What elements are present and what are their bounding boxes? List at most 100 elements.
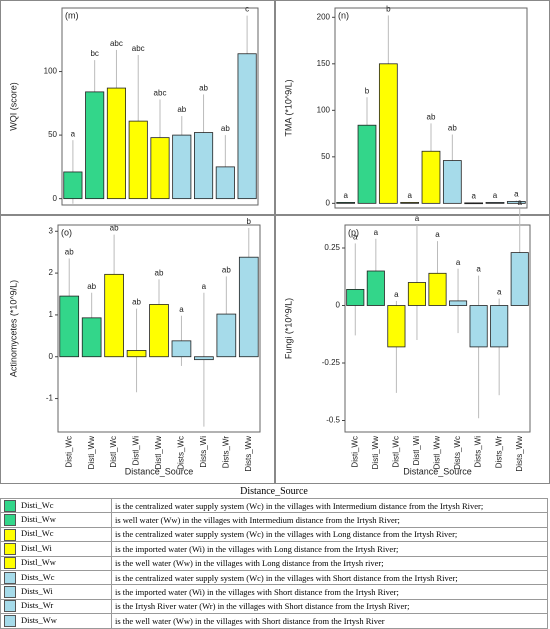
legend-name: Distl_Wc (21, 528, 54, 539)
plot-area (61, 7, 259, 206)
bar (421, 150, 441, 204)
y-tick-label: 0 (326, 198, 331, 207)
legend-key: Dists_Ww (0, 613, 112, 629)
significance-letter: a (374, 228, 379, 237)
legend-key: Dists_Wr (0, 598, 112, 615)
significance-letter: a (353, 233, 358, 242)
legend-name: Disti_Ww (21, 514, 56, 525)
panel-label: (m) (65, 10, 79, 20)
plot-area (344, 224, 531, 433)
legend-row: Dists_Wc is the centralized water supply … (0, 569, 548, 586)
legend-swatch (4, 557, 16, 570)
bar (400, 202, 420, 204)
bar (336, 202, 356, 204)
y-tick-label: -1 (46, 394, 54, 403)
y-axis-title: Actinomycetes (*10^9/L) (8, 280, 18, 377)
x-tick-label: Distl_Wc (109, 436, 118, 468)
legend-title: Distance_Source (240, 485, 308, 497)
bar (238, 256, 259, 358)
significance-letter: a (497, 288, 502, 297)
significance-letter: ab (155, 268, 164, 277)
legend-key: Distl_Wi (0, 541, 112, 557)
x-tick-label: Disti_Wc (350, 436, 359, 468)
x-tick-label: Dists_Ww (515, 436, 524, 472)
bar (490, 305, 509, 348)
bar (366, 270, 385, 306)
y-tick-label: 50 (321, 152, 330, 161)
legend-table: Distance_Source Disti_Wc is the centralize… (0, 484, 548, 629)
legend-key: Dists_Wi (0, 584, 112, 600)
x-tick-label: Distl_Wi (132, 436, 141, 466)
x-tick-label: Distl_Wc (391, 436, 400, 468)
y-tick-label: -0.25 (322, 358, 341, 367)
legend-row: Distl_Ww is the well water (Ww) in the vi… (0, 555, 548, 571)
legend-description: is the imported water (Wi) in the villag… (111, 541, 548, 557)
significance-letter: a (343, 191, 348, 200)
legend-description: is the centralized water supply system (… (111, 526, 548, 543)
legend-row: Disti_Wc is the centralized water supply … (0, 497, 548, 514)
bar (485, 202, 505, 204)
legend-swatch (4, 499, 16, 512)
x-tick-label: Dists_Wc (453, 436, 462, 470)
panel-frame (0, 0, 275, 215)
legend-key: Disti_Ww (0, 512, 112, 528)
legend-row: Dists_Wi is the imported water (Wi) in th… (0, 584, 548, 600)
significance-letter: ab (132, 298, 141, 307)
x-tick-label: Disti_Ww (87, 436, 96, 470)
significance-letter: ab (448, 124, 457, 133)
legend-key: Distl_Wc (0, 526, 112, 543)
y-axis-title: WQI (score) (8, 82, 18, 131)
significance-letter: ab (65, 248, 74, 257)
y-axis-title: Fungi (*10^9/L) (283, 298, 293, 359)
significance-letter: a (517, 198, 522, 207)
bar (442, 160, 462, 204)
legend-name: Disti_Wc (21, 499, 54, 510)
x-tick-label: Dists_Wi (474, 436, 483, 468)
significance-letter: b (247, 217, 252, 226)
legend-swatch (4, 571, 16, 584)
legend-description: is well water (Ww) in the villages with … (111, 512, 548, 528)
significance-letter: ab (110, 224, 119, 233)
bar (106, 87, 126, 200)
significance-letter: a (407, 191, 412, 200)
legend-description: is the centralized water supply system (… (111, 569, 548, 586)
x-tick-label: Dists_Ww (244, 436, 253, 472)
legend-name: Distl_Ww (21, 557, 56, 568)
significance-letter: abc (110, 39, 123, 48)
significance-letter: a (476, 265, 481, 274)
x-tick-label: Disti_Ww (371, 436, 380, 470)
bar (387, 305, 406, 348)
legend-key: Dists_Wc (0, 569, 112, 586)
bar (357, 124, 377, 204)
legend-name: Dists_Wc (21, 571, 55, 582)
significance-letter: ab (427, 112, 436, 121)
y-tick-label: 100 (317, 105, 331, 114)
x-tick-label: Dists_Wr (221, 436, 230, 469)
panel-frame (0, 215, 275, 484)
bar (128, 120, 148, 200)
bar (150, 137, 170, 200)
significance-letter: ab (199, 84, 208, 93)
y-tick-label: 50 (48, 130, 57, 139)
legend-description: is the imported water (Wi) in the villag… (111, 584, 548, 600)
y-tick-label: 0 (336, 301, 341, 310)
legend-title-row: Distance_Source (1, 484, 548, 499)
significance-letter: a (394, 290, 399, 299)
x-tick-label: Disti_Wc (64, 436, 73, 468)
x-tick-label: Dists_Wi (199, 436, 208, 468)
x-tick-label: Distl_Ww (154, 436, 163, 470)
bar (63, 171, 83, 200)
x-tick-label: Dists_Wc (177, 436, 186, 470)
bar (237, 53, 257, 200)
bar (469, 305, 488, 348)
legend-name: Dists_Wr (21, 600, 54, 611)
significance-letter: bc (90, 49, 98, 58)
y-tick-label: 0 (53, 194, 58, 203)
y-tick-label: 100 (44, 67, 58, 76)
legend-description: is the well water (Ww) in the villages w… (111, 613, 548, 629)
x-tick-label: Dists_Wr (494, 436, 503, 469)
bar (449, 300, 468, 306)
significance-letter: ab (221, 124, 230, 133)
legend-row: Distl_Wi is the imported water (Wi) in th… (0, 541, 548, 557)
bar (407, 282, 426, 306)
